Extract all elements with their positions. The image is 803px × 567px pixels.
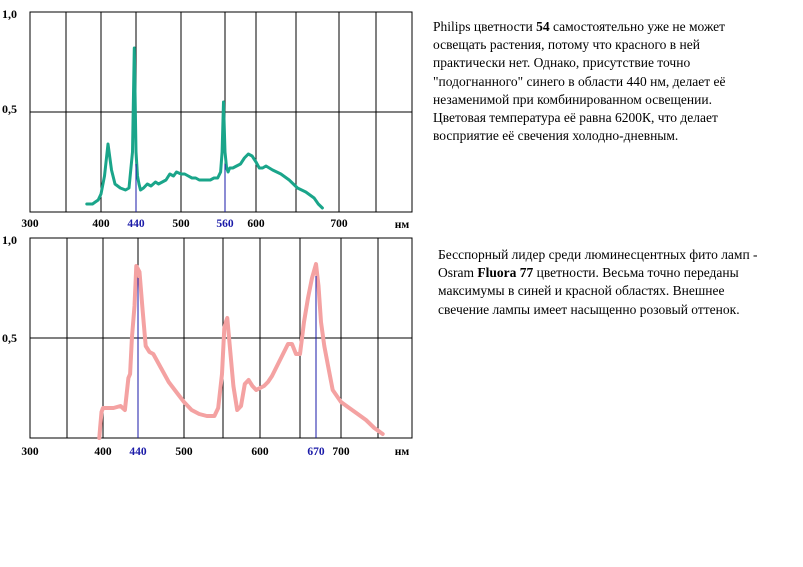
- philips-desc-text-1: Philips цветности: [433, 19, 537, 34]
- x-tick-label: 400: [94, 446, 112, 458]
- y-tick-label: 1,0: [2, 7, 17, 21]
- y-tick-label: 0,5: [2, 331, 17, 345]
- x-tick-label: 700: [332, 446, 350, 458]
- y-tick-label: 1,0: [2, 233, 17, 247]
- x-tick-label: 500: [175, 446, 193, 458]
- osram-desc-text-2: цветности. Весьма точно переданы максиму…: [438, 265, 740, 317]
- osram-description: Бесспорный лидер среди люминесцентных фи…: [438, 246, 768, 319]
- x-tick-label-highlight: 440: [129, 446, 147, 458]
- x-tick-label: 300: [21, 218, 39, 230]
- x-tick-label: 500: [172, 218, 190, 230]
- x-tick-label: 600: [247, 218, 265, 230]
- x-axis-unit-label: нм: [395, 219, 410, 231]
- spectrum-line: [97, 262, 385, 440]
- philips-desc-text-2: самостоятельно уже не может освещать рас…: [433, 19, 726, 144]
- philips-desc-bold: 54: [536, 19, 550, 34]
- x-tick-label-highlight: 670: [307, 446, 325, 458]
- philips-description: Philips цветности 54 самостоятельно уже …: [433, 18, 763, 145]
- x-tick-label: 400: [92, 218, 110, 230]
- x-tick-label-highlight: 560: [216, 218, 234, 230]
- x-tick-label: 300: [21, 446, 39, 458]
- osram-desc-text-1: Бесспорный лидер среди люминесцентных фи…: [438, 247, 758, 281]
- chart-1: [29, 11, 413, 213]
- x-tick-label-highlight: 440: [127, 218, 145, 230]
- osram-desc-bold: Fluora 77: [477, 265, 534, 281]
- x-tick-label: 700: [330, 218, 348, 230]
- x-tick-label: 600: [251, 446, 269, 458]
- y-tick-label: 0,5: [2, 102, 17, 116]
- spectrum-line: [85, 46, 324, 210]
- chart-2: [29, 237, 413, 440]
- x-axis-unit-label: нм: [395, 446, 410, 458]
